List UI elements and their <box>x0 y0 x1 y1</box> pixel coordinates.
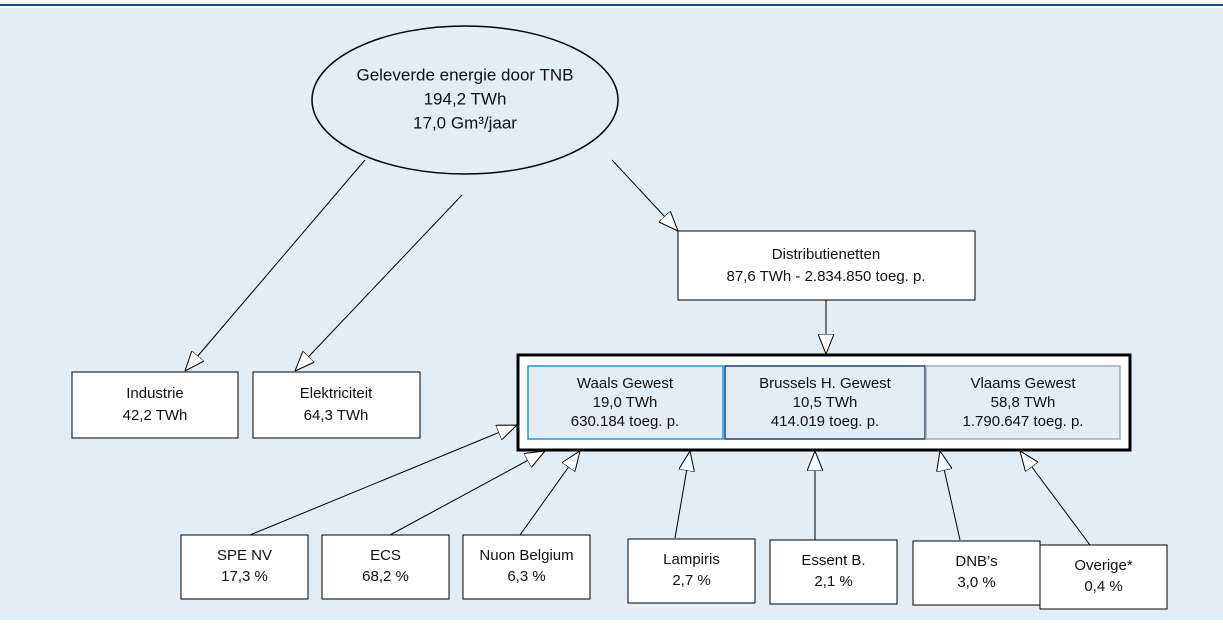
label: 0,4 % <box>1084 578 1122 595</box>
arrow <box>674 451 690 539</box>
arrow <box>295 194 463 371</box>
box <box>677 230 976 301</box>
label: Brussels H. Gewest <box>759 375 892 392</box>
supplier-node: DNB’s 3,0 % <box>912 540 1041 606</box>
label: 630.184 toeg. p. <box>571 413 679 430</box>
label: Overige* <box>1074 557 1133 574</box>
label: 2,7 % <box>672 572 710 589</box>
label: 194,2 TWh <box>424 89 507 108</box>
box <box>462 534 591 600</box>
arrow <box>389 451 545 536</box>
label: 17,3 % <box>221 568 268 585</box>
source-node: Geleverde energie door TNB 194,2 TWh 17,… <box>311 25 619 175</box>
label: 87,6 TWh - 2.834.850 toeg. p. <box>726 268 925 285</box>
label: SPE NV <box>217 547 272 564</box>
ellipse <box>311 25 619 175</box>
region-node: Waals Gewest 19,0 TWh 630.184 toeg. p. <box>527 365 724 440</box>
box <box>925 365 1121 440</box>
arrow <box>940 451 961 541</box>
label: Vlaams Gewest <box>970 375 1076 392</box>
label: 6,3 % <box>507 568 545 585</box>
arrow <box>1020 451 1091 546</box>
arrows <box>185 159 1091 546</box>
box <box>769 539 898 605</box>
label: 64,3 TWh <box>304 407 369 424</box>
box <box>71 371 239 439</box>
label: 19,0 TWh <box>593 394 658 411</box>
supplier-node: ECS 68,2 % <box>321 534 450 600</box>
label: Industrie <box>126 385 184 402</box>
label: 42,2 TWh <box>123 407 188 424</box>
distribution-node: Distributienetten 87,6 TWh - 2.834.850 t… <box>677 230 976 301</box>
supplier-node: Essent B. 2,1 % <box>769 539 898 605</box>
box <box>321 534 450 600</box>
arrow <box>611 159 678 231</box>
box <box>1039 544 1168 610</box>
arrow <box>249 425 517 536</box>
label: 3,0 % <box>957 574 995 591</box>
box <box>912 540 1041 606</box>
box <box>627 538 756 604</box>
supplier-node: SPE NV 17,3 % <box>180 534 309 600</box>
supplier-node: Overige* 0,4 % <box>1039 544 1168 610</box>
label: 17,0 Gm³/jaar <box>413 113 517 132</box>
label: 58,8 TWh <box>991 394 1056 411</box>
sink-node: Industrie 42,2 TWh <box>71 371 239 439</box>
box <box>252 371 421 439</box>
label: Geleverde energie door TNB <box>356 65 573 84</box>
label: DNB’s <box>955 553 997 570</box>
box <box>180 534 309 600</box>
label: Nuon Belgium <box>479 547 573 564</box>
label: 2,1 % <box>814 573 852 590</box>
sink-node: Elektriciteit 64,3 TWh <box>252 371 421 439</box>
label: ECS <box>370 547 401 564</box>
box <box>527 365 724 440</box>
box <box>724 365 926 440</box>
label: Elektriciteit <box>300 385 373 402</box>
label: Lampiris <box>663 551 720 568</box>
suppliers: SPE NV 17,3 % ECS 68,2 % Nuon Belgium 6,3 % La… <box>180 534 1168 610</box>
label: 10,5 TWh <box>793 394 858 411</box>
label: 1.790.647 toeg. p. <box>963 413 1084 430</box>
region-node: Brussels H. Gewest 10,5 TWh 414.019 toeg… <box>724 365 926 440</box>
region-node: Vlaams Gewest 58,8 TWh 1.790.647 toeg. p… <box>925 365 1121 440</box>
label: Essent B. <box>801 552 865 569</box>
supplier-node: Nuon Belgium 6,3 % <box>462 534 591 600</box>
label: 68,2 % <box>362 568 409 585</box>
arrow <box>519 451 580 536</box>
label: Waals Gewest <box>577 375 674 392</box>
arrow <box>185 159 366 371</box>
label: 414.019 toeg. p. <box>771 413 879 430</box>
supplier-node: Lampiris 2,7 % <box>627 538 756 604</box>
label: Distributienetten <box>772 246 880 263</box>
